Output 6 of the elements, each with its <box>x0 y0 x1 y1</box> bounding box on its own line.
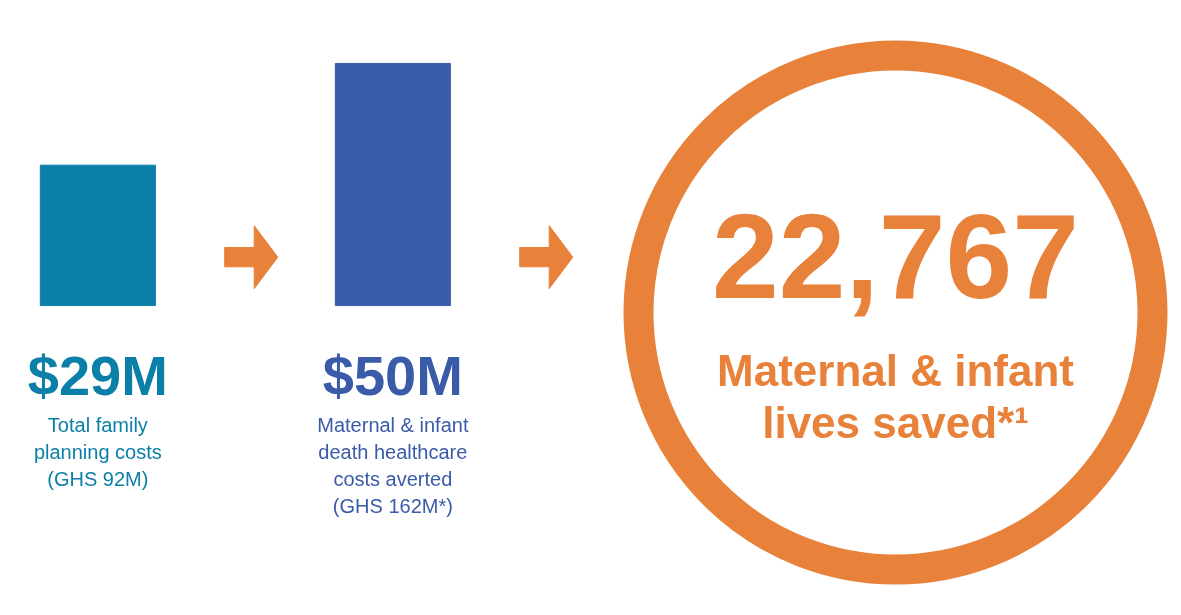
x-tick-label: Maternal & infant death healthcare costs averted (GHS 162M*) <box>317 413 469 517</box>
x-tick-label: Total family planning costs (GHS 92M) <box>33 413 162 490</box>
data-label: $50M <box>322 343 463 407</box>
data-label: $29M <box>27 343 168 407</box>
text: Maternal & infant lives saved*¹ <box>717 346 1075 447</box>
text: 22,767 <box>711 188 1080 323</box>
